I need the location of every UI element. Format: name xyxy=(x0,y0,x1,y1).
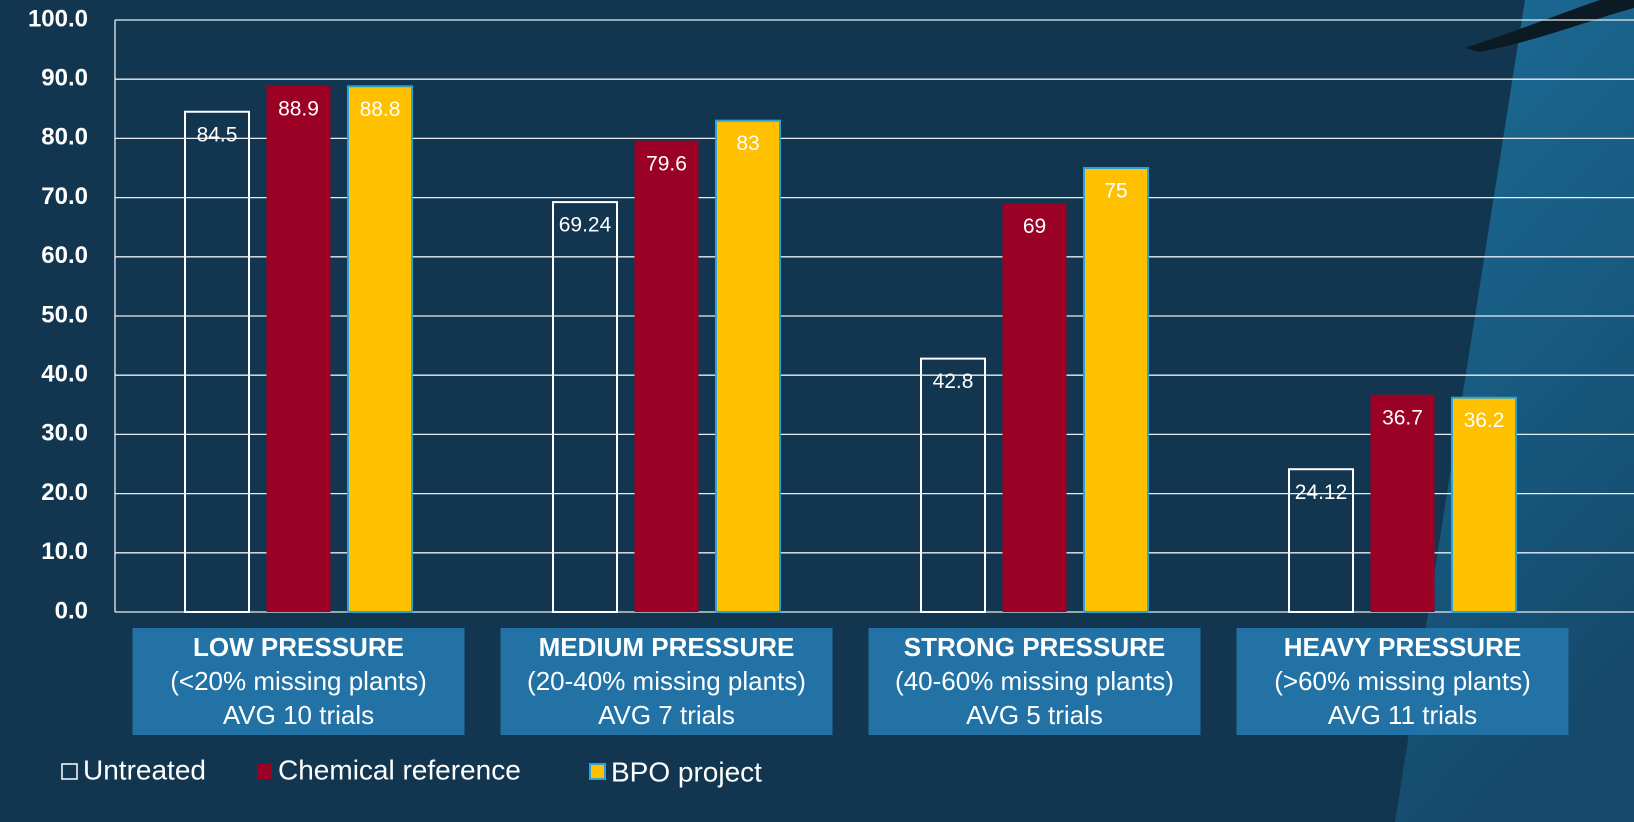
category-label: LOW PRESSURE xyxy=(193,632,404,662)
category-label: STRONG PRESSURE xyxy=(904,632,1166,662)
category-box xyxy=(868,628,1201,735)
value-label: 36.7 xyxy=(1382,406,1423,429)
value-label: 88.8 xyxy=(360,98,401,121)
category-note: AVG 11 trials xyxy=(1328,700,1477,730)
plot: 0.0 10.0 20.0 30.0 40.0 50.0 60.0 70.0 80.0 90.0 1… xyxy=(28,5,1634,787)
legend-swatch xyxy=(589,763,606,780)
value-label: 24.12 xyxy=(1295,481,1348,504)
category-note: AVG 7 trials xyxy=(598,700,735,730)
category-note: AVG 5 trials xyxy=(966,700,1103,730)
y-tick-label: 60.0 xyxy=(41,242,88,269)
bar xyxy=(634,140,699,612)
category-subtitle: (40-60% missing plants) xyxy=(895,666,1174,696)
bar xyxy=(347,85,413,613)
value-label: 69.24 xyxy=(559,214,612,237)
bar xyxy=(920,357,986,613)
category-note: AVG 10 trials xyxy=(223,700,374,730)
value-label: 83 xyxy=(736,132,759,155)
y-tick-label: 50.0 xyxy=(41,301,88,328)
category-label: HEAVY PRESSURE xyxy=(1284,632,1521,662)
category-box xyxy=(500,628,833,735)
category-subtitle: (>60% missing plants) xyxy=(1274,666,1531,696)
legend-swatch xyxy=(257,764,272,779)
y-tick-label: 100.0 xyxy=(28,5,88,32)
y-tick-label: 90.0 xyxy=(41,65,88,92)
legend-swatch xyxy=(61,763,78,780)
value-label: 84.5 xyxy=(197,123,238,146)
bar xyxy=(552,201,618,613)
category-subtitle: (20-40% missing plants) xyxy=(527,666,806,696)
bar xyxy=(184,110,250,613)
y-tick-label: 70.0 xyxy=(41,183,88,210)
legend-label: Untreated xyxy=(83,754,206,785)
bar xyxy=(1288,468,1354,613)
bar xyxy=(266,85,331,613)
legend-label: BPO project xyxy=(611,756,762,787)
category-label: MEDIUM PRESSURE xyxy=(539,632,795,662)
y-tick-label: 10.0 xyxy=(41,538,88,565)
y-tick-label: 80.0 xyxy=(41,124,88,151)
bar xyxy=(715,119,781,613)
bird-wing xyxy=(1465,0,1634,52)
value-label: 69 xyxy=(1023,215,1046,238)
category-box xyxy=(1236,628,1569,735)
legend-label: Chemical reference xyxy=(278,754,521,785)
value-label: 79.6 xyxy=(646,152,687,175)
category-subtitle: (<20% missing plants) xyxy=(170,666,427,696)
y-tick-label: 20.0 xyxy=(41,479,88,506)
value-label: 75 xyxy=(1104,180,1127,203)
y-tick-label: 40.0 xyxy=(41,361,88,388)
bar xyxy=(1451,396,1517,614)
value-label: 42.8 xyxy=(933,370,974,393)
bar xyxy=(1370,394,1435,612)
bar xyxy=(1083,167,1149,613)
value-label: 36.2 xyxy=(1464,409,1505,432)
bar xyxy=(1002,203,1067,612)
y-tick-label: 30.0 xyxy=(41,420,88,447)
category-box xyxy=(132,628,465,735)
value-label: 88.9 xyxy=(278,97,319,120)
y-tick-label: 0.0 xyxy=(55,597,88,624)
